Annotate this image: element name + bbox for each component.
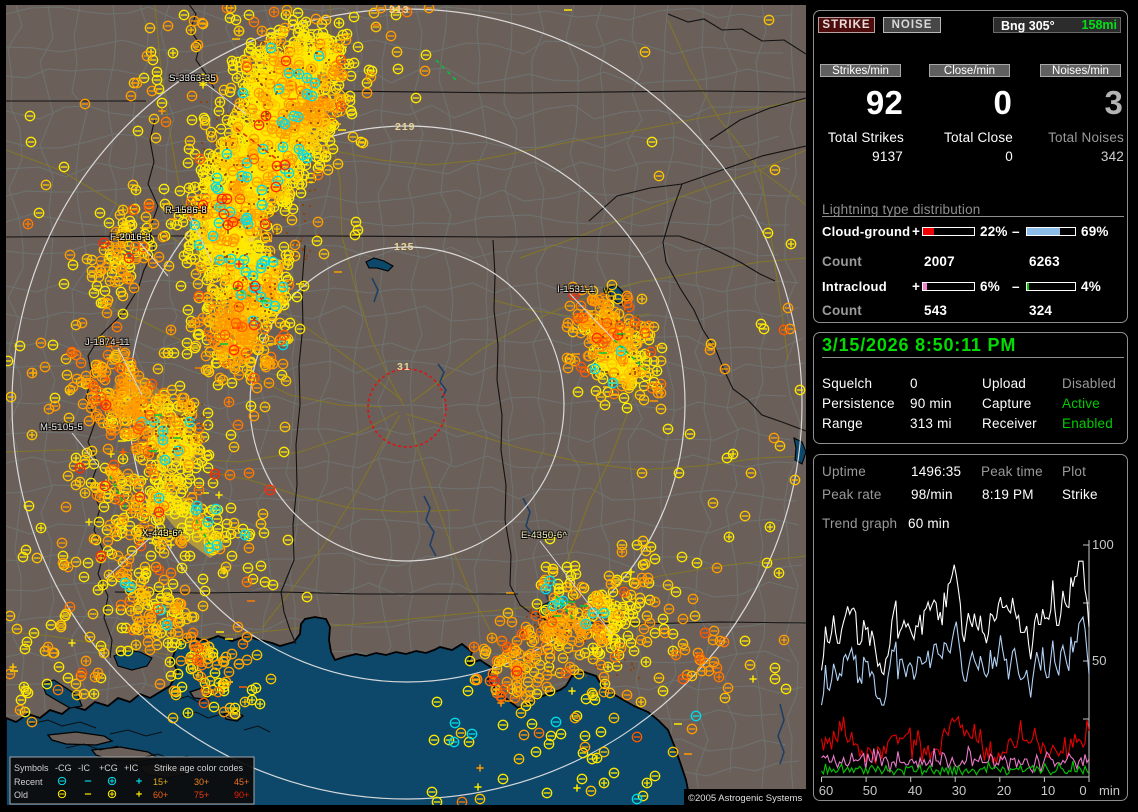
- svg-text:min: min: [1099, 783, 1120, 798]
- svg-text:31: 31: [397, 361, 411, 373]
- svg-text:15+: 15+: [153, 777, 168, 787]
- svg-text:50: 50: [863, 783, 877, 798]
- svg-text:30: 30: [952, 783, 966, 798]
- svg-text:Symbols: Symbols: [14, 763, 49, 773]
- svg-text:60+: 60+: [153, 790, 168, 800]
- svg-text:+CG: +CG: [99, 763, 118, 773]
- svg-text:40: 40: [908, 783, 922, 798]
- svg-text:+IC: +IC: [124, 763, 139, 773]
- svg-text:219: 219: [395, 121, 416, 133]
- svg-text:F-2016-3: F-2016-3: [110, 232, 151, 243]
- svg-text:E-4350-6^: E-4350-6^: [521, 530, 567, 541]
- svg-text:X-443-6^: X-443-6^: [142, 528, 183, 539]
- svg-text:75+: 75+: [194, 790, 209, 800]
- svg-text:60: 60: [819, 783, 833, 798]
- svg-text:90+: 90+: [234, 790, 249, 800]
- svg-text:J-1874-11: J-1874-11: [85, 337, 130, 348]
- svg-text:v: v: [604, 286, 608, 295]
- svg-text:100: 100: [1092, 537, 1114, 552]
- svg-text:©2005 Astrogenic Systems: ©2005 Astrogenic Systems: [688, 793, 802, 804]
- svg-text:45+: 45+: [234, 777, 249, 787]
- svg-text:313: 313: [389, 4, 410, 16]
- svg-text:30+: 30+: [194, 777, 209, 787]
- svg-text:R-1586-8: R-1586-8: [165, 205, 207, 216]
- svg-text:10: 10: [1041, 783, 1055, 798]
- svg-text:M-5105-5: M-5105-5: [40, 422, 83, 433]
- svg-text:50: 50: [1092, 653, 1106, 668]
- svg-text:S-3363-35: S-3363-35: [169, 73, 216, 84]
- svg-text:Old: Old: [14, 790, 28, 800]
- svg-text:Recent: Recent: [14, 777, 43, 787]
- svg-text:125: 125: [394, 241, 415, 253]
- svg-text:I-1531-1: I-1531-1: [557, 284, 595, 295]
- svg-text:-IC: -IC: [78, 763, 90, 773]
- svg-text:-CG: -CG: [55, 763, 72, 773]
- svg-text:0: 0: [1079, 783, 1086, 798]
- svg-text:Strike age color codes: Strike age color codes: [154, 763, 244, 773]
- svg-text:20: 20: [997, 783, 1011, 798]
